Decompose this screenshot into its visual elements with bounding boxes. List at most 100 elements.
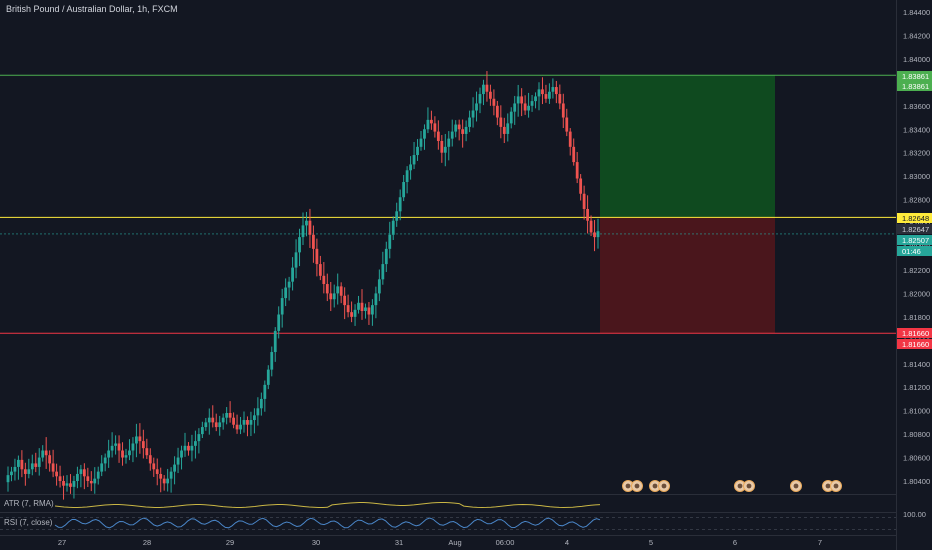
candle-body: [273, 330, 277, 353]
candle-body: [162, 478, 166, 484]
candle-body: [346, 305, 350, 313]
event-icon[interactable]: [743, 480, 755, 492]
candle-body: [187, 445, 190, 451]
candle-body: [377, 279, 381, 294]
candle-body: [315, 248, 319, 265]
price-tick-label: 1.84200: [903, 31, 930, 40]
candle-body: [506, 123, 510, 134]
candle-body: [114, 443, 117, 446]
candle-body: [350, 312, 353, 317]
svg-text:1.81660: 1.81660: [902, 329, 929, 338]
candle-body: [110, 445, 114, 451]
candle-body: [475, 103, 478, 111]
current-price-tag[interactable]: 1.82507: [897, 235, 932, 245]
candle-body: [86, 476, 90, 481]
event-icon[interactable]: [631, 480, 643, 492]
svg-text:1.82648: 1.82648: [902, 214, 929, 223]
candle-body: [565, 117, 569, 132]
candle-body: [10, 471, 13, 476]
price-tick-label: 1.81200: [903, 383, 930, 392]
price-tick-label: 1.84000: [903, 55, 930, 64]
price-tick-label: 1.82000: [903, 289, 930, 298]
candle-body: [412, 155, 416, 165]
candle-body: [239, 424, 242, 430]
candle-body: [305, 220, 308, 226]
candle-body: [69, 483, 72, 487]
time-tick-label: 27: [58, 538, 66, 547]
candle-body: [65, 483, 69, 486]
price-tick-label: 1.83000: [903, 172, 930, 181]
candle-body: [96, 471, 100, 479]
price-tick-label: 1.80600: [903, 454, 930, 463]
candle-body: [367, 307, 371, 315]
entry-price-tag[interactable]: 1.82648: [897, 213, 932, 223]
candle-body: [509, 111, 513, 124]
candle-body: [554, 87, 558, 95]
price-tick-label: 1.82600: [903, 219, 930, 228]
candle-body: [72, 481, 76, 487]
stop-loss-price-tag[interactable]: 1.81660: [897, 328, 932, 338]
candle-body: [478, 94, 482, 104]
candle-body: [169, 471, 173, 479]
event-icon[interactable]: [658, 480, 670, 492]
candle-body: [190, 445, 194, 451]
event-icon[interactable]: [622, 480, 634, 492]
candle-body: [322, 275, 326, 285]
candle-body: [336, 286, 340, 294]
atr-indicator-label[interactable]: ATR (7, RMA): [4, 499, 54, 508]
candle-body: [374, 293, 378, 306]
candle-body: [430, 119, 433, 124]
candle-body: [55, 471, 58, 477]
take-profit-price-tag[interactable]: 1.83861: [897, 71, 932, 81]
rsi-indicator-label[interactable]: RSI (7, close): [4, 518, 53, 527]
candle-body: [433, 123, 437, 132]
candle-body: [461, 129, 465, 134]
candle-body: [384, 248, 388, 265]
candle-body: [371, 305, 374, 315]
candle-body: [287, 281, 291, 288]
candle-body: [485, 84, 489, 92]
candle-body: [23, 469, 27, 474]
candle-body: [30, 463, 34, 470]
candle-body: [291, 267, 294, 282]
candle-body: [568, 131, 572, 147]
price-tick-label: 1.84400: [903, 8, 930, 17]
candle-body: [6, 475, 10, 483]
svg-text:1.83861: 1.83861: [902, 72, 929, 81]
event-icon[interactable]: [830, 480, 842, 492]
price-tick-label: 1.82200: [903, 266, 930, 275]
candle-body: [582, 193, 586, 209]
candle-body: [450, 131, 454, 139]
candle-body: [558, 94, 562, 104]
symbol-title[interactable]: British Pound / Australian Dollar, 1h, F…: [6, 4, 178, 14]
candle-body: [228, 412, 232, 418]
candle-body: [572, 146, 576, 163]
candle-body: [523, 103, 527, 111]
candle-body: [266, 369, 270, 385]
bar-countdown-tag[interactable]: 01:46: [897, 246, 932, 256]
candle-body: [436, 131, 440, 141]
candle-body: [561, 103, 565, 118]
candle-body: [253, 415, 256, 421]
candle-body: [575, 162, 579, 179]
candle-body: [135, 436, 138, 444]
candle-body: [537, 89, 541, 97]
candle-body: [499, 117, 503, 127]
stop-loss-zone: [600, 217, 775, 334]
candle-body: [128, 450, 131, 456]
take-profit-price-tag[interactable]: 1.83861: [897, 81, 932, 91]
candle-body: [152, 463, 156, 470]
candle-body: [541, 89, 544, 95]
candle-body: [343, 295, 347, 306]
candle-body: [339, 286, 343, 296]
entry-price-tag[interactable]: 1.82647: [897, 224, 932, 234]
candle-body: [294, 252, 298, 268]
time-tick-label: 6: [733, 538, 737, 547]
stop-loss-price-tag[interactable]: 1.81660: [897, 339, 932, 349]
event-icon[interactable]: [790, 480, 802, 492]
candle-body: [256, 408, 260, 416]
candle-body: [17, 459, 20, 467]
candle-body: [516, 96, 520, 104]
candle-body: [409, 164, 412, 171]
